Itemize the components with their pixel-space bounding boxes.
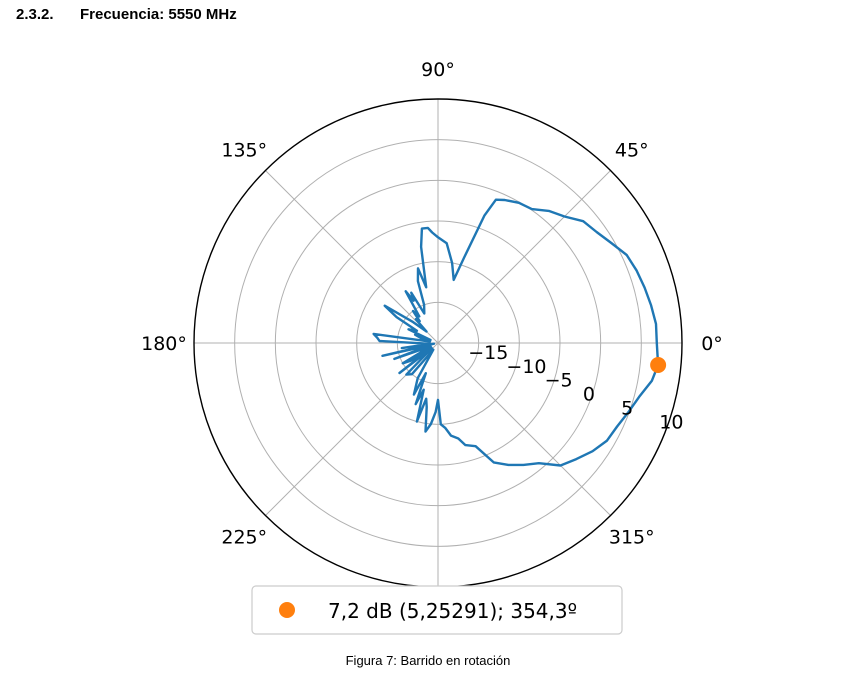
section-heading: 2.3.2. Frecuencia: 5550 MHz (16, 6, 237, 23)
legend-label: 7,2 dB (5,25291); 354,3º (328, 599, 577, 623)
max-marker (650, 356, 667, 373)
r-tick-label-3: 0 (583, 384, 595, 406)
r-tick-label-4: 5 (621, 398, 633, 420)
legend-frame (251, 585, 623, 635)
section-title-text: Frecuencia: 5550 MHz (80, 6, 237, 23)
theta-tick-label-135: 135° (221, 139, 267, 161)
section-number: 2.3.2. (16, 6, 54, 23)
polar-grid (193, 98, 683, 588)
r-tick-label-5: 10 (659, 411, 683, 433)
figure-caption: Figura 7: Barrido en rotación (345, 653, 511, 668)
radial-tick-labels: −15−10−5 0 5 10 (468, 342, 683, 434)
legend: 7,2 dB (5,25291); 354,3º (251, 585, 623, 635)
series-layer (372, 198, 667, 467)
r-gridline-2 (315, 220, 561, 466)
r-gridline-4 (234, 139, 642, 547)
legend-marker (279, 602, 295, 618)
r-tick-label-1: −10 (506, 356, 546, 378)
theta-tick-label-45: 45° (615, 139, 649, 161)
series-line-0 (372, 198, 660, 467)
theta-tick-label-90: 90° (421, 59, 455, 81)
theta-tick-label-0: 0° (701, 333, 723, 355)
theta-tick-label-225: 225° (221, 527, 267, 549)
r-gridline-1 (356, 261, 520, 425)
angular-tick-labels: 0° 45° 90° 135° 180° 225° 315° (141, 59, 723, 549)
theta-tick-label-315: 315° (609, 527, 655, 549)
r-tick-label-0: −15 (468, 342, 508, 364)
r-gridline-3 (274, 179, 602, 507)
r-tick-label-2: −5 (545, 370, 573, 392)
theta-tick-label-180: 180° (141, 333, 187, 355)
